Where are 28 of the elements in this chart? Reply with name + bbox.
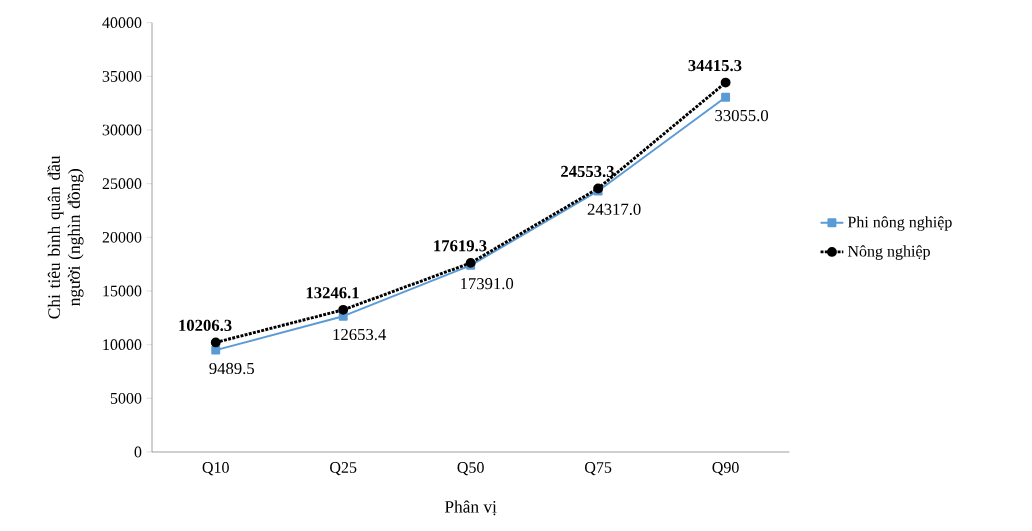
data-label: 12653.4 [333,329,387,341]
data-label: 17619.3 [434,240,487,252]
y-tick-label: 40000 [102,17,142,29]
legend-label: Phi nông nghiệp [847,216,952,231]
x-axis-title: Phân vị [444,500,497,516]
x-tick-label: Q50 [457,462,484,476]
y-tick-label: 0 [134,446,142,458]
data-label: 33055.0 [715,110,769,122]
x-tick-label: Q25 [330,462,357,476]
data-label: 17391.0 [461,278,514,290]
data-label: 9489.5 [209,363,254,375]
y-tick-label: 10000 [103,339,142,351]
y-tick-label: 25000 [102,178,142,190]
y-axis-title: Chi tiêu bình quân đầu người (nghìn đồng) [47,155,84,319]
data-label: 10206.3 [179,319,232,332]
data-label: 24553.3 [561,165,614,178]
x-tick-label: Q75 [585,462,612,476]
x-tick-label: Q10 [202,462,229,476]
data-label: 24317.0 [587,203,641,216]
data-label: 34415.3 [688,60,742,72]
legend-label: Nông nghiệp [847,245,930,261]
data-label: 13246.1 [306,287,359,299]
y-tick-label: 20000 [102,232,142,243]
y-tick-label: 30000 [102,124,142,136]
y-tick-label: 15000 [103,285,142,297]
y-tick-label: 35000 [102,71,142,82]
y-tick-label: 5000 [110,393,142,404]
x-tick-label: Q90 [712,462,739,476]
